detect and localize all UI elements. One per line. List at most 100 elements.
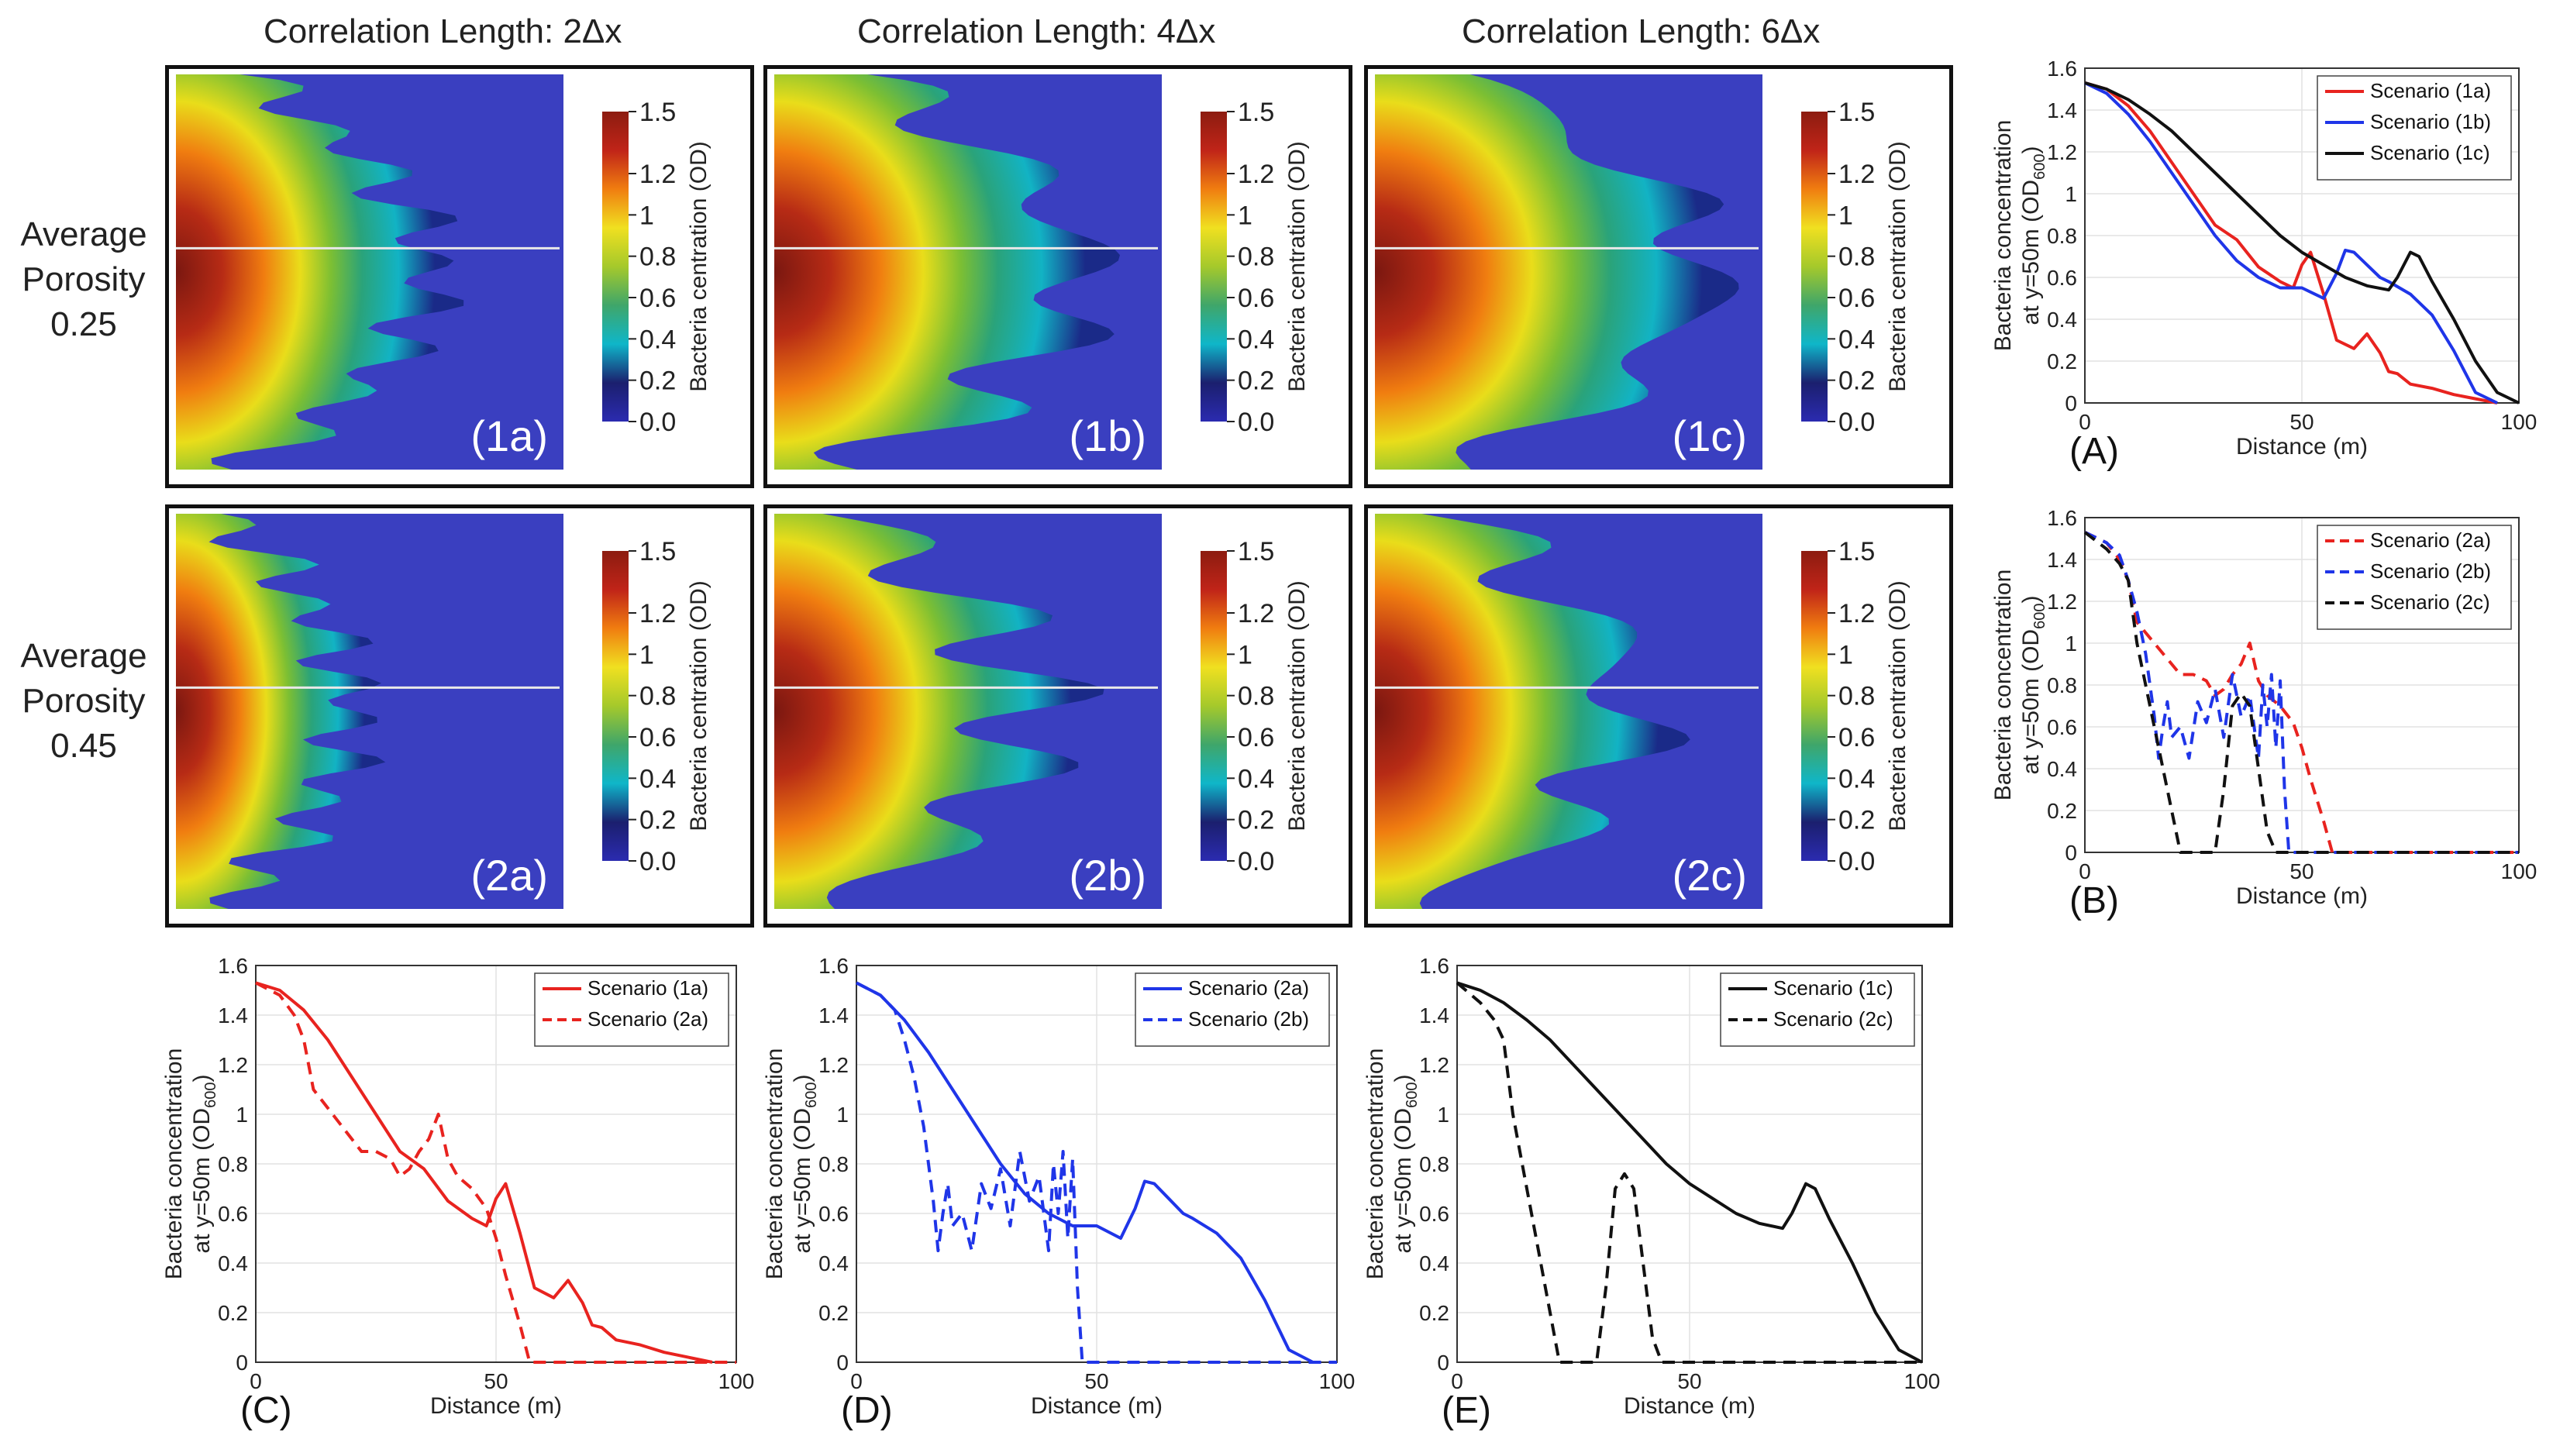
y-tick-label: 0.6 (1419, 1202, 1449, 1226)
legend-label: Scenario (2a) (1188, 976, 1309, 1000)
y-axis-label: Bacteria concentration (1990, 570, 2016, 801)
y-tick-label: 0.2 (818, 1301, 849, 1325)
y-axis-label: Bacteria concentration (161, 1048, 187, 1280)
y-tick-label: 1 (2065, 182, 2077, 206)
bacteria-plume (1375, 74, 1739, 470)
y-tick-label: 0 (836, 1351, 849, 1375)
legend-box (2317, 75, 2512, 181)
x-tick-label: 100 (718, 1369, 755, 1393)
colorbar-tick-label: 0.4 (1838, 764, 1875, 793)
colorbar-tick-label: 0.2 (1238, 367, 1274, 396)
y-axis-label-units: at y=50m (OD600) (2018, 596, 2048, 775)
map-panel-label: (2b) (1069, 851, 1146, 900)
x-tick-label: 100 (1319, 1369, 1356, 1393)
column-title-4dx: Correlation Length: 4Δx (857, 12, 1216, 50)
bacteria-plume (1375, 514, 1690, 909)
y-tick-label: 1.2 (818, 1053, 849, 1077)
colorbar-title: Bacteria centration (OD) (1284, 580, 1310, 831)
y-tick-label: 0.6 (2047, 715, 2077, 739)
y-axis-label: Bacteria concentration (1363, 1048, 1388, 1280)
legend-label: Scenario (2c) (2370, 590, 2490, 614)
x-tick-label: 50 (1677, 1369, 1701, 1393)
y-tick-label: 0.8 (2047, 224, 2077, 248)
y-tick-label: 0.6 (218, 1202, 248, 1226)
bacteria-plume (176, 514, 386, 909)
y-axis-label-close: ) (790, 1075, 815, 1083)
y-axis-label: Bacteria concentration (762, 1048, 787, 1280)
colorbar-tick-label: 0.8 (1838, 682, 1875, 711)
legend-box (1135, 972, 1330, 1047)
y-tick-label: 0.6 (2047, 266, 2077, 290)
colorbar-tick-label: 0.8 (639, 243, 676, 272)
y-tick-label: 1 (236, 1103, 248, 1127)
row-label-porosity-025: Average Porosity 0.25 (6, 212, 161, 347)
colorbar-tick-label: 0.0 (639, 847, 676, 876)
row-label-line: 0.25 (50, 305, 117, 343)
x-tick-label: 0 (2079, 410, 2091, 434)
series-line (255, 981, 736, 1364)
y-axis-label-units: at y=50m (OD600) (2018, 146, 2048, 325)
colorbar-tick-label: 0.4 (1838, 325, 1875, 354)
x-axis-label: Distance (m) (1624, 1393, 1755, 1419)
legend-label: Scenario (1c) (2370, 141, 2490, 164)
row-label-line: Average (20, 637, 147, 675)
colorbar-tick-label: 1.2 (1838, 160, 1875, 189)
colorbar-tick-label: 0.0 (639, 408, 676, 437)
y-tick-label: 1 (836, 1103, 849, 1127)
x-tick-label: 0 (2079, 859, 2091, 883)
legend-box (1720, 972, 1915, 1047)
series-line (2084, 81, 2498, 404)
column-title-6dx: Correlation Length: 6Δx (1462, 12, 1821, 50)
series-line (2083, 531, 2519, 854)
y-tick-label: 0.8 (2047, 673, 2077, 697)
y-axis-label-prefix: at y=50m (OD (2018, 629, 2044, 775)
y-tick-label: 1.6 (2047, 57, 2077, 81)
y-tick-label: 1.6 (1419, 954, 1449, 978)
y-axis-label: Bacteria concentration (1990, 120, 2016, 352)
colorbar-tick-label: 0.8 (639, 682, 676, 711)
y-tick-label: 1.6 (218, 954, 248, 978)
colorbar-tick-label: 1 (639, 640, 654, 669)
colorbar-tick-label: 0.2 (1238, 806, 1274, 835)
chart-d: 0 0.2 0.4 0.6 0.8 1 1.2 1.4 1.6 0 50 100 Scenario (2… (762, 954, 1356, 1431)
row-label-line: 0.45 (50, 727, 117, 765)
y-tick-label: 1.4 (2047, 98, 2077, 122)
concentration-map-2a: 1.5 1.2 1 0.8 0.6 0.4 0.2 0.0 Bacteria centratio… (165, 504, 754, 928)
x-tick-label: 0 (1451, 1369, 1463, 1393)
y-tick-label: 1.4 (218, 1003, 248, 1027)
column-title-2dx: Correlation Length: 2Δx (264, 12, 622, 50)
x-tick-label: 50 (2289, 410, 2314, 434)
y-tick-label: 0.4 (2047, 308, 2077, 332)
y-tick-label: 1.4 (2047, 548, 2077, 572)
y-tick-label: 1.2 (2047, 140, 2077, 164)
colorbar (1801, 551, 1828, 861)
y-tick-label: 1.6 (2047, 506, 2077, 530)
series-line (255, 981, 713, 1364)
y-tick-label: 0.2 (2047, 799, 2077, 823)
colorbar-tick-label: 1.2 (639, 599, 676, 628)
y-tick-label: 0 (236, 1351, 248, 1375)
colorbar-tick-label: 0.4 (639, 325, 676, 354)
colorbar-tick-label: 1.5 (1838, 537, 1875, 566)
legend-label: Scenario (2b) (2370, 559, 2491, 583)
colorbar-tick-label: 1 (1238, 640, 1252, 669)
y-tick-label: 0 (2065, 391, 2077, 415)
y-axis-label-close: ) (2018, 146, 2044, 154)
y-axis-label-subscript: 600 (803, 1083, 820, 1108)
chart-a: 0 0.2 0.4 0.6 0.8 1 1.2 1.4 1.6 0 50 100 Scenario (1… (1990, 57, 2537, 472)
y-axis-label-prefix: at y=50m (OD (1390, 1108, 1416, 1254)
colorbar-tick-label: 1 (1838, 640, 1853, 669)
colorbar-tick-label: 0.0 (1838, 847, 1875, 876)
colorbar-tick-label: 0.6 (639, 723, 676, 752)
y-tick-label: 1 (1437, 1103, 1449, 1127)
colorbar-tick-label: 0.4 (1238, 764, 1274, 793)
y-tick-label: 1.2 (1419, 1053, 1449, 1077)
colorbar-tick-label: 0.2 (1838, 806, 1875, 835)
colorbar-tick-label: 0.8 (1238, 682, 1274, 711)
concentration-map-1b: 1.5 1.2 1 0.8 0.6 0.4 0.2 0.0 Bacteria centratio… (763, 65, 1352, 488)
colorbar-tick-label: 1 (1238, 201, 1252, 230)
x-tick-label: 50 (2289, 859, 2314, 883)
legend-box (2317, 525, 2512, 630)
colorbar-tick-label: 1 (639, 201, 654, 230)
y-tick-label: 0.4 (2047, 757, 2077, 781)
